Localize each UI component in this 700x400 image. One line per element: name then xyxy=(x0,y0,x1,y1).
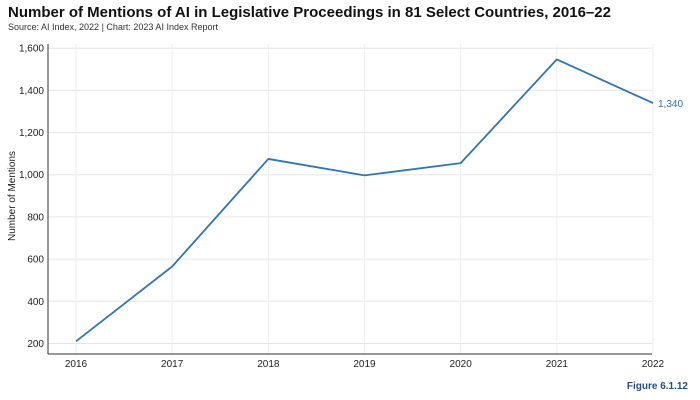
series-group xyxy=(75,58,654,343)
data-label: 1,340 xyxy=(658,99,683,110)
y-tick-label: 1,600 xyxy=(19,44,44,55)
annotations: 1,340 xyxy=(658,99,683,110)
x-tick-label: 2022 xyxy=(642,359,665,370)
y-axis: 200 400 600 800 1,000 1,200 1,400 1,600 xyxy=(19,44,49,354)
gridlines xyxy=(48,44,654,354)
y-tick-label: 200 xyxy=(27,339,44,350)
x-tick-label: 2017 xyxy=(161,359,184,370)
y-tick-label: 600 xyxy=(27,255,44,266)
x-tick-label: 2019 xyxy=(353,359,376,370)
chart-subtitle: Source: AI Index, 2022 | Chart: 2023 AI … xyxy=(8,22,218,32)
y-tick-label: 1,000 xyxy=(19,170,44,181)
y-tick-label: 400 xyxy=(27,297,44,308)
y-axis-title: Number of Mentions xyxy=(7,151,18,241)
x-tick-label: 2018 xyxy=(257,359,280,370)
x-tick-label: 2021 xyxy=(546,359,569,370)
chart-title: Number of Mentions of AI in Legislative … xyxy=(8,4,611,21)
y-tick-label: 1,200 xyxy=(19,128,44,139)
x-tick-label: 2016 xyxy=(65,359,88,370)
x-tick-label: 2020 xyxy=(450,359,473,370)
x-axis: 2016 2017 2018 2019 2020 2021 2022 xyxy=(48,353,665,370)
series-line xyxy=(75,58,654,343)
y-tick-label: 800 xyxy=(27,212,44,223)
figure-label: Figure 6.1.12 xyxy=(626,381,688,392)
y-tick-label: 1,400 xyxy=(19,86,44,97)
